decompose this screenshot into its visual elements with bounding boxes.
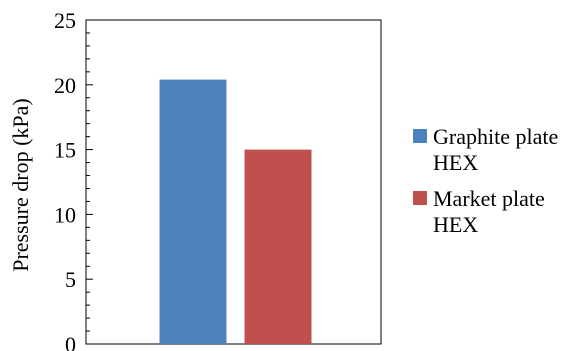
y-tick-label: 0 [65, 332, 76, 351]
y-tick-label: 25 [54, 8, 76, 33]
y-tick-label: 15 [54, 138, 76, 163]
legend-label-graphite-line2: HEX [433, 150, 479, 175]
legend: Graphite plate HEX Market plate HEX [413, 124, 579, 248]
bar-market-plate-hex [244, 149, 312, 344]
legend-label-market-line2: HEX [433, 212, 479, 237]
y-axis-title: Pressure drop (kPa) [8, 98, 33, 272]
legend-swatch-graphite [413, 129, 427, 143]
legend-label-market-line1: Market plate [433, 186, 545, 211]
legend-item-market: Market plate HEX [413, 186, 579, 238]
legend-item-graphite: Graphite plate HEX [413, 124, 579, 176]
legend-label-graphite-line1: Graphite plate [433, 124, 559, 149]
y-tick-label: 20 [54, 73, 76, 98]
bar-graphite-plate-hex [159, 79, 227, 344]
plot-frame [85, 19, 382, 345]
y-tick-label: 5 [65, 267, 76, 292]
legend-swatch-market [413, 191, 427, 205]
y-tick-label: 10 [54, 202, 76, 227]
